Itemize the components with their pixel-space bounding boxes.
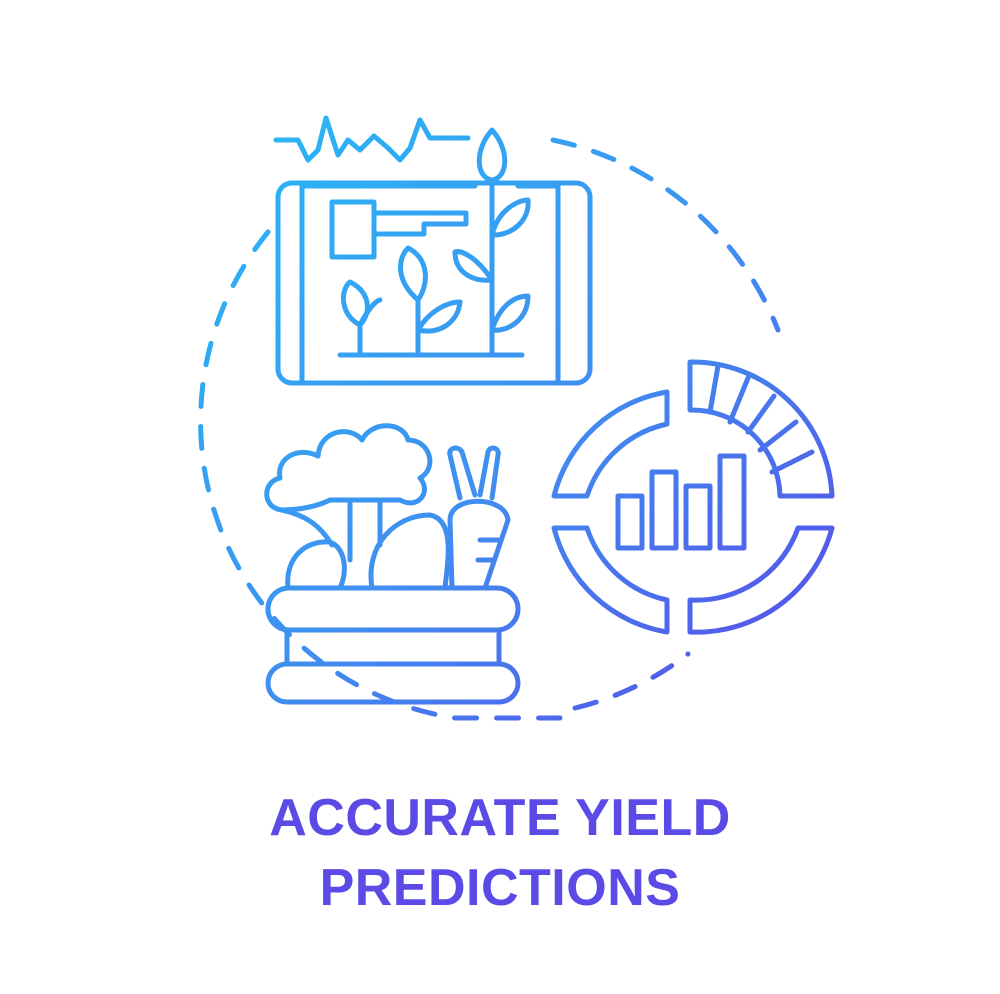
- bar-3: [683, 483, 713, 551]
- dashed-circle-frame-icon: [550, 137, 781, 333]
- dashed-circle-frame-left: [198, 229, 563, 721]
- basket-top-band: [265, 585, 521, 633]
- vegetable-basket-icon: [264, 423, 521, 705]
- caption-title-line-1: ACCURATE YIELD: [269, 789, 731, 847]
- waveform-line: [273, 115, 471, 163]
- caption-title-line-2: PREDICTIONS: [319, 859, 681, 917]
- bar-2: [649, 469, 679, 551]
- tablet-plant-growth-icon: [273, 115, 593, 386]
- tablet-frame: [275, 180, 593, 386]
- dashed-circle-frame-bottom-right: [572, 651, 691, 711]
- bar-4: [717, 453, 747, 551]
- bar-1: [615, 493, 645, 551]
- basket-bottom-band: [265, 661, 521, 705]
- donut-bar-chart-icon: [551, 359, 835, 635]
